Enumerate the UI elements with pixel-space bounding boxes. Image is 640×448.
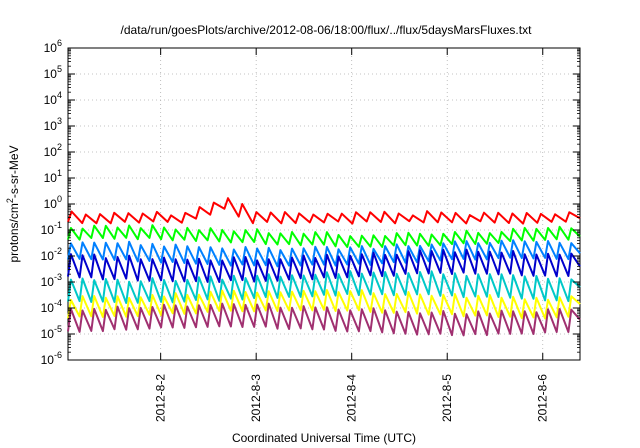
y-tick-label: 106 [44,38,62,55]
y-tick-label: 102 [44,142,62,159]
y-tick-label: 10-3 [41,272,62,289]
x-tick-label: 2012-8-3 [249,374,263,422]
plot-area [67,47,581,361]
y-tick-label: 105 [44,64,62,81]
y-tick-label: 10-4 [41,298,62,315]
y-tick-label: 10-6 [41,350,62,367]
y-tick-label: 101 [44,168,62,185]
x-tick-label: 2012-8-2 [154,374,168,422]
flux-series-6 [67,289,581,320]
flux-series-4 [67,248,581,283]
x-tick-label: 2012-8-6 [536,374,550,422]
y-tick-label: 104 [44,90,62,107]
x-axis-tick-labels: 2012-8-2 2012-8-3 2012-8-4 2012-8-5 2012-8-6 [154,374,550,422]
y-tick-label: 10-1 [41,220,62,237]
y-tick-label: 10-5 [41,324,62,341]
flux-series-3 [67,239,581,268]
flux-series-5 [67,270,581,304]
y-tick-label: 100 [44,194,62,211]
series-layer [67,197,581,337]
flux-series-7 [67,302,581,337]
ticks [68,47,580,361]
flux-series-2 [67,224,581,248]
x-tick-label: 2012-8-4 [345,374,359,422]
chart-title: /data/run/goesPlots/archive/2012-08-06/1… [121,23,533,37]
x-axis-label: Coordinated Universal Time (UTC) [232,431,416,445]
y-tick-label: 103 [44,116,62,133]
y-axis-tick-labels: 10-6 10-5 10-4 10-3 10-2 10-1 100 101 102 103 104 1… [41,38,62,367]
y-axis-label: protons/cm2-s-sr-MeV [5,145,21,262]
flux-series-1 [67,197,581,225]
x-tick-label: 2012-8-5 [440,374,454,422]
y-tick-label: 10-2 [41,246,62,263]
